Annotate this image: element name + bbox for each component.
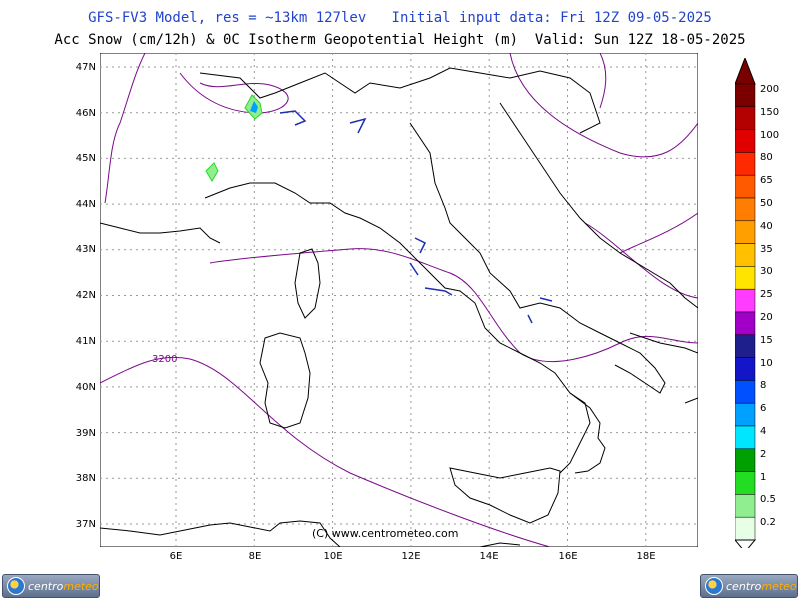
legend-swatch: [735, 197, 756, 222]
legend-arrow-top: [735, 58, 756, 85]
legend-label: 0.2: [760, 517, 776, 529]
copyright-notice: (C) www.centrometeo.com: [312, 527, 459, 540]
centrometeo-logo-right[interactable]: centrometeo: [700, 574, 798, 598]
legend-swatch: [735, 220, 756, 244]
legend-swatch: [735, 83, 756, 108]
lat-label: 42N: [75, 290, 96, 301]
chart-subtitle: Acc Snow (cm/12h) & 0C Isotherm Geopoten…: [54, 32, 746, 48]
italy-map: 3200: [100, 53, 698, 547]
legend-swatch: [735, 243, 756, 267]
lat-label: 38N: [75, 473, 96, 484]
snow-accumulation: [205, 94, 553, 324]
legend-swatch: [735, 516, 756, 541]
legend-label: 200: [760, 84, 780, 95]
legend-label: 1: [760, 471, 767, 483]
legend-label: 10: [760, 357, 773, 369]
legend-swatch: [735, 334, 756, 358]
legend-swatch: [735, 174, 756, 199]
legend-swatch: [735, 311, 756, 336]
lat-label: 45N: [75, 153, 96, 164]
legend-label: 100: [760, 129, 780, 141]
legend-swatch: [735, 266, 756, 290]
legend-label: 0.5: [760, 494, 776, 506]
lat-lon-grid: [100, 53, 698, 547]
lat-label: 39N: [75, 428, 96, 439]
lon-label: 10E: [323, 551, 343, 562]
legend-swatch: [735, 471, 756, 495]
legend-swatch: [735, 288, 756, 313]
lat-label: 41N: [75, 336, 96, 347]
coastlines: [100, 67, 698, 547]
lon-label: 18E: [636, 551, 656, 562]
legend-label: 2: [760, 448, 767, 460]
legend-arrow-bottom: [735, 539, 757, 548]
lon-label: 8E: [248, 551, 262, 562]
legend-label: 50: [760, 198, 773, 209]
lon-label: 14E: [479, 551, 499, 562]
legend-swatch: [735, 129, 756, 153]
legend-swatch: [735, 425, 756, 450]
legend-label: 15: [760, 334, 773, 346]
legend-label: 40: [760, 220, 773, 232]
model-title: GFS-FV3 Model, res = ~13km 127lev Initia…: [88, 10, 712, 26]
legend-label: 30: [760, 266, 773, 278]
lon-label: 16E: [558, 551, 578, 562]
lat-label: 37N: [75, 519, 96, 530]
legend-swatch: [735, 380, 756, 404]
lon-label: 6E: [169, 551, 183, 562]
legend-swatch: [735, 402, 756, 427]
legend-swatch: [735, 494, 756, 518]
legend-swatch: [735, 357, 756, 381]
lat-label: 47N: [75, 62, 96, 73]
lon-label: 12E: [401, 551, 421, 562]
legend-label: 4: [760, 426, 767, 437]
legend-swatch: [735, 152, 756, 176]
legend-label: 65: [760, 175, 773, 187]
isotherm-contours: [100, 53, 698, 547]
globe-icon: [7, 577, 25, 595]
snow-legend-colorbar: [735, 58, 757, 548]
legend-label: 80: [760, 152, 773, 164]
legend-label: 25: [760, 289, 773, 301]
centrometeo-logo-left[interactable]: centrometeo: [2, 574, 100, 598]
legend-label: 6: [760, 403, 767, 415]
legend-label: 35: [760, 243, 773, 255]
globe-icon: [705, 577, 723, 595]
legend-swatch: [735, 448, 756, 472]
legend-label: 20: [760, 312, 773, 323]
lat-label: 40N: [75, 382, 96, 393]
legend-swatch: [735, 106, 756, 130]
legend-label: 8: [760, 380, 767, 392]
lat-label: 46N: [75, 108, 96, 119]
legend-label: 150: [760, 106, 780, 118]
lat-label: 44N: [75, 199, 96, 210]
lat-label: 43N: [75, 244, 96, 255]
contour-label-3200: 3200: [152, 354, 177, 365]
